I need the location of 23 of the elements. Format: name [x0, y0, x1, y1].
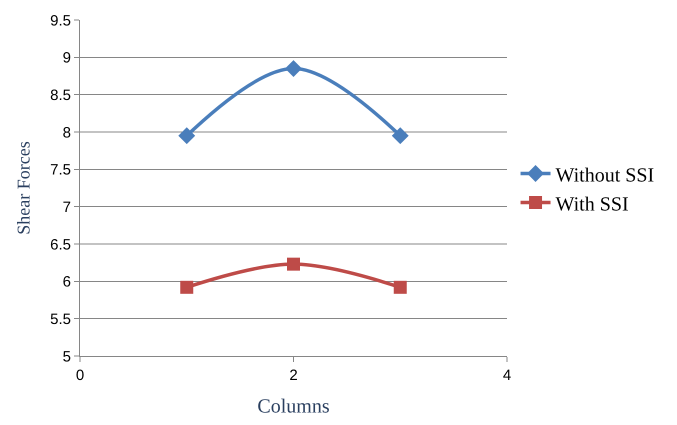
y-tick-label: 5 — [62, 348, 71, 366]
y-tick-label: 8 — [62, 124, 71, 142]
y-axis-title: Shear Forces — [13, 141, 34, 235]
y-tick-label: 8.5 — [50, 86, 71, 104]
y-tick-label: 7.5 — [50, 162, 71, 179]
y-tick-label: 6 — [62, 274, 71, 291]
x-tick-label: 0 — [76, 367, 84, 384]
x-tick-label: 2 — [289, 367, 298, 384]
point — [392, 127, 409, 144]
y-tick-label: 9.5 — [50, 12, 71, 30]
y-tick-label: 7 — [62, 198, 71, 216]
legend-label: With SSI — [556, 193, 629, 216]
x-tick-label: 4 — [502, 367, 512, 384]
legend-label: Without SSI — [556, 164, 654, 186]
x-axis-title: Columns — [257, 396, 330, 418]
point — [285, 60, 302, 77]
point — [178, 127, 196, 144]
y-tick-label: 6.5 — [50, 236, 71, 254]
y-tick-label: 5.5 — [50, 310, 71, 328]
y-tick-label: 9 — [62, 50, 71, 67]
point — [180, 280, 194, 294]
point — [287, 258, 300, 271]
point — [394, 280, 407, 294]
